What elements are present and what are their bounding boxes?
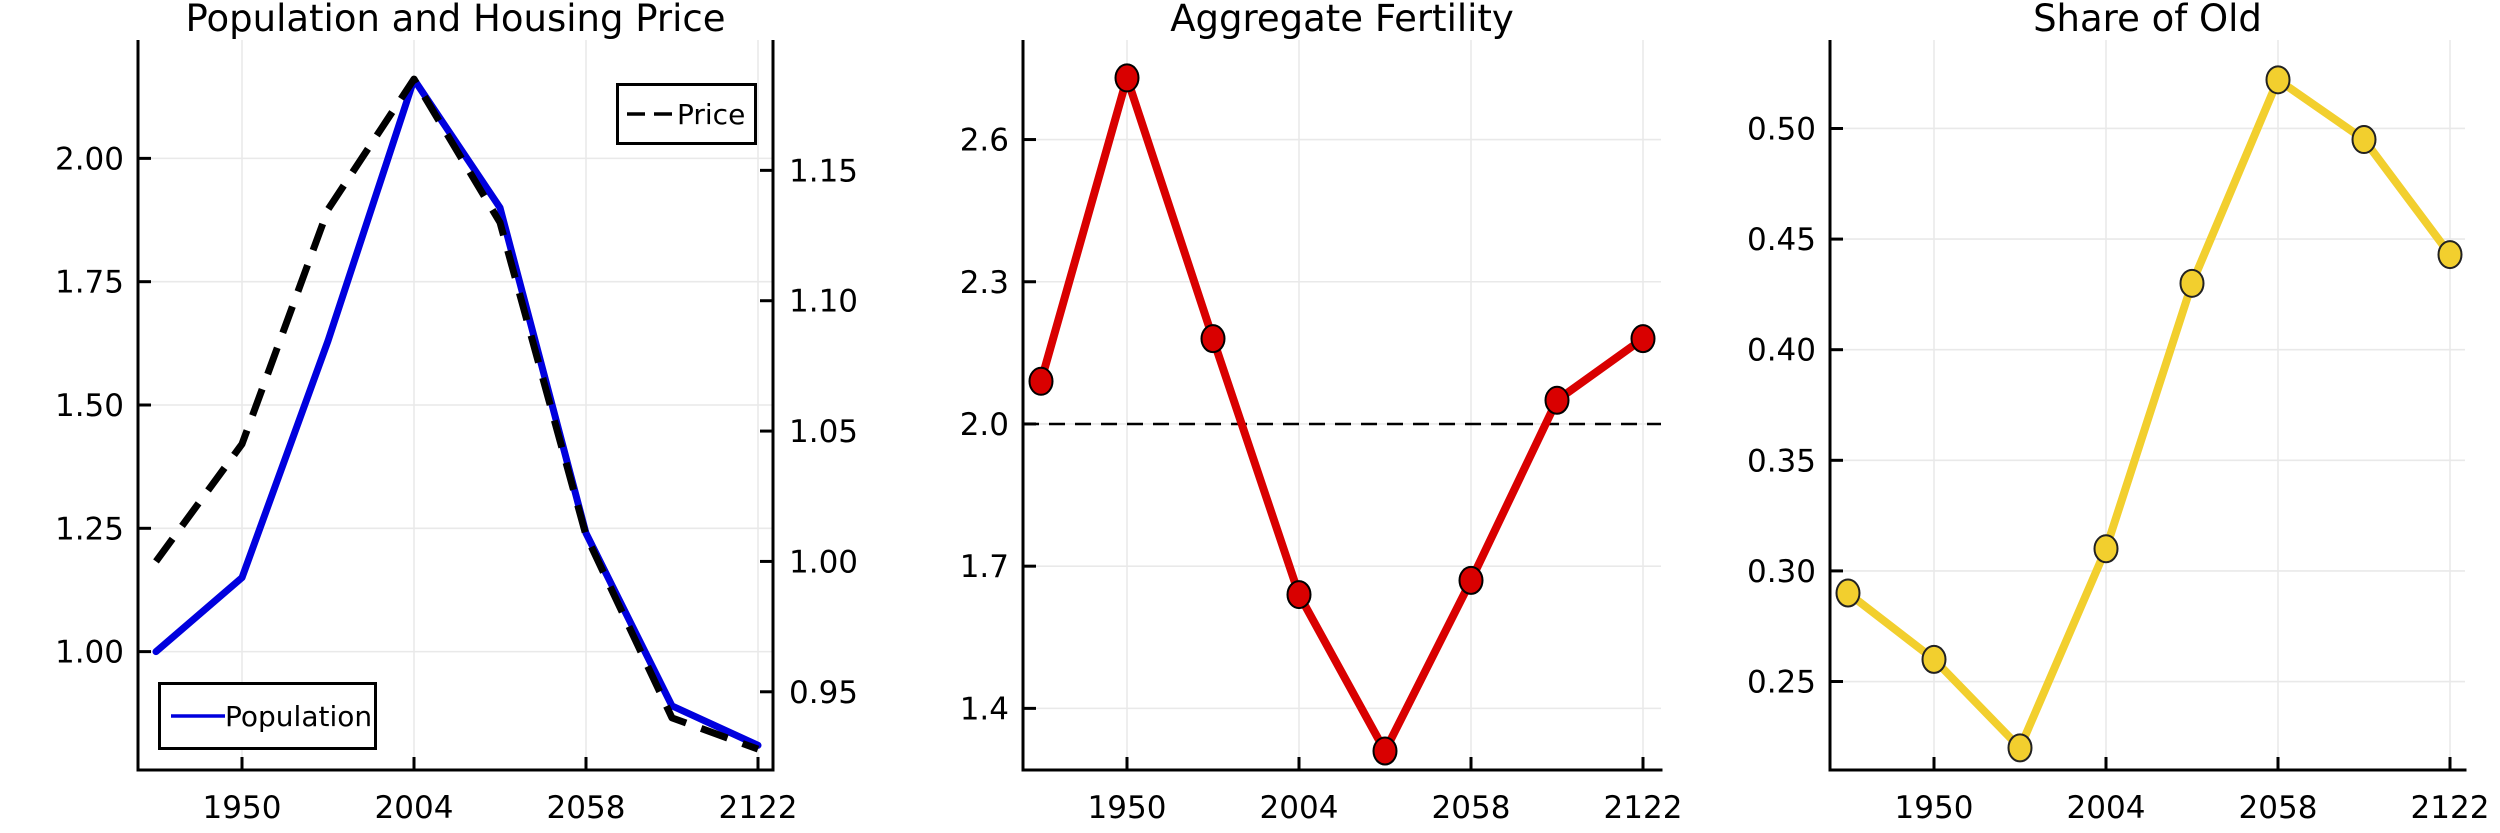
x-tick-label: 2122 — [2411, 790, 2490, 826]
population-housing-price-plot: 1950 2004 2058 2122 2.00 1.75 1.50 1.25 1.00 1.15… — [55, 40, 858, 826]
aggregate-fertility-marker — [1372, 736, 1398, 766]
left-tick-label: 0.35 — [1747, 443, 1816, 479]
left-tick-label: 0.30 — [1747, 554, 1816, 590]
share-of-old-marker — [2093, 534, 2119, 564]
x-tick-label: 2004 — [2067, 790, 2146, 826]
x-tick-label: 1950 — [1088, 790, 1167, 826]
right-tick-label: 1.10 — [789, 284, 858, 320]
left-tick-label: 2.6 — [960, 123, 1009, 159]
x-tick-label: 2058 — [2239, 790, 2318, 826]
aggregate-fertility-marker — [1114, 63, 1140, 93]
x-tick-label: 2004 — [375, 790, 454, 826]
share-of-old-chart-title: Share of Old — [2033, 0, 2262, 40]
x-tick-label: 1950 — [1895, 790, 1974, 826]
right-tick-label: 1.00 — [789, 544, 858, 580]
population-legend-line-sample — [171, 714, 225, 718]
aggregate-fertility-marker — [1286, 580, 1312, 610]
right-tick-label: 1.05 — [789, 414, 858, 450]
right-tick-label: 1.15 — [789, 153, 858, 189]
aggregate-fertility-marker — [1028, 366, 1054, 396]
share-of-old-marker — [2437, 240, 2463, 270]
price-legend-label: Price — [677, 97, 746, 131]
aggregate-fertility-marker — [1458, 565, 1484, 595]
x-tick-label: 2004 — [1260, 790, 1339, 826]
share-of-old-marker — [1835, 578, 1861, 608]
share-of-old-marker — [1921, 644, 1947, 674]
x-tick-label: 1950 — [203, 790, 282, 826]
left-tick-label: 1.25 — [55, 511, 124, 547]
left-tick-label: 1.4 — [960, 691, 1009, 727]
aggregate-fertility-marker — [1544, 385, 1570, 415]
aggregate-fertility-chart-title: Aggregate Fertility — [1170, 0, 1514, 40]
x-tick-label: 2058 — [547, 790, 626, 826]
left-tick-label: 0.25 — [1747, 665, 1816, 701]
left-tick-label: 2.00 — [55, 141, 124, 177]
share-of-old-marker — [2007, 733, 2033, 763]
left-tick-label: 1.50 — [55, 388, 124, 424]
population-housing-price-series-1-line — [153, 75, 760, 753]
population-price-chart-title: Population and Housing Price — [185, 0, 726, 40]
left-tick-label: 1.7 — [960, 549, 1009, 585]
left-tick-label: 2.3 — [960, 265, 1009, 301]
population-legend-label: Population — [225, 699, 373, 733]
left-tick-label: 1.75 — [55, 265, 124, 301]
left-tick-label: 0.50 — [1747, 111, 1816, 147]
population-legend: Population — [158, 682, 377, 750]
aggregate-fertility-marker — [1630, 324, 1656, 354]
share-of-old-series-0-line — [1844, 75, 2454, 752]
aggregate-fertility-series-0-line — [1037, 73, 1647, 756]
price-legend: Price — [616, 83, 757, 145]
population-housing-price-series-0-line — [152, 75, 762, 749]
aggregate-fertility-plot: 1950 2004 2058 2122 2.6 2.3 2.0 1.7 1.4 — [960, 40, 1683, 826]
x-tick-label: 2122 — [1604, 790, 1683, 826]
right-tick-label: 0.95 — [789, 675, 858, 711]
share-of-old-marker — [2351, 125, 2377, 155]
share-of-old-marker — [2265, 65, 2291, 95]
share-of-old-plot: 1950 2004 2058 2122 0.50 0.45 0.40 0.35 0.30 0.25 — [1747, 40, 2489, 826]
left-tick-label: 0.40 — [1747, 333, 1816, 369]
x-tick-label: 2122 — [719, 790, 798, 826]
share-of-old-marker — [2179, 268, 2205, 298]
x-tick-label: 2058 — [1432, 790, 1511, 826]
left-tick-label: 0.45 — [1747, 222, 1816, 258]
aggregate-fertility-marker — [1200, 324, 1226, 354]
left-tick-label: 2.0 — [960, 407, 1009, 443]
price-legend-line-sample — [627, 112, 677, 116]
left-tick-label: 1.00 — [55, 635, 124, 671]
